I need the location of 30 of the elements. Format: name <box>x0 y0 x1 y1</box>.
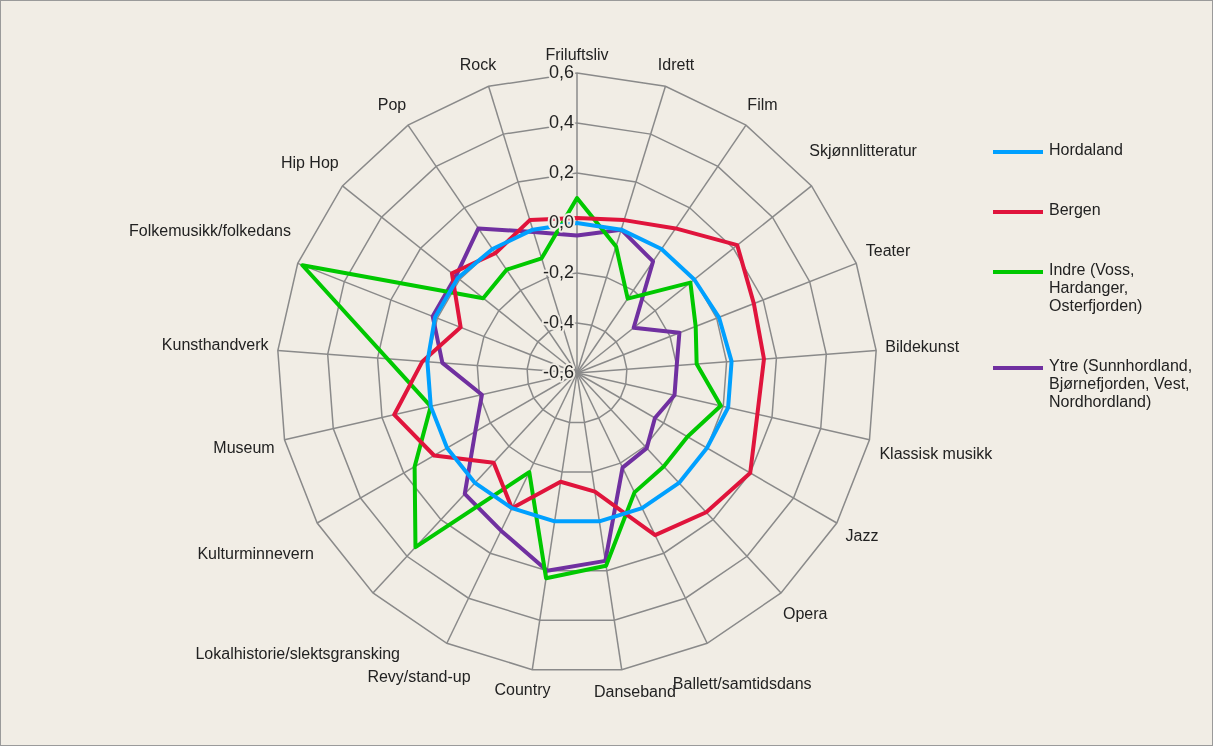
spoke-label: Rock <box>459 55 498 73</box>
spoke-label: Revy/stand-up <box>367 668 471 686</box>
spoke-label: Teater <box>865 242 911 260</box>
spoke-label: Idrett <box>657 55 695 73</box>
spoke-label: Kulturminnevern <box>197 544 314 562</box>
spoke-label: Hip Hop <box>280 153 339 171</box>
spoke-label: Opera <box>782 605 828 623</box>
y-tick-label: -0,4 <box>542 311 574 332</box>
spoke-label: Klassisk musikk <box>879 444 994 462</box>
spoke-label: Friluftsliv <box>545 46 609 64</box>
legend-label: Indre (Voss, Hardanger, Osterfjorden) <box>1049 261 1144 315</box>
spoke-label: Skjønnlitteratur <box>809 141 918 159</box>
spoke-label: Film <box>747 95 778 113</box>
legend-label: Ytre (Sunnhordland, Bjørnefjorden, Vest, Nordhordland) <box>1049 357 1194 411</box>
legend-label: Hordaland <box>1049 141 1123 159</box>
y-tick-label: 0,4 <box>548 111 574 132</box>
spoke-label: Bildekunst <box>885 337 960 355</box>
y-tick-label: 0,6 <box>548 61 574 82</box>
spoke-label: Museum <box>213 439 275 457</box>
y-tick-label: 0,2 <box>548 161 574 182</box>
y-tick-label: 0,0 <box>548 211 574 232</box>
legend-label: Bergen <box>1049 201 1101 219</box>
spoke-label: Kunsthandverk <box>161 336 270 354</box>
y-tick-label: -0,6 <box>542 361 574 382</box>
spoke-label: Jazz <box>845 526 879 544</box>
spoke-label: Country <box>494 680 551 698</box>
spoke-label: Pop <box>377 96 407 114</box>
spoke-label: Lokalhistorie/slektsgransking <box>195 645 400 663</box>
y-tick-label: -0,2 <box>542 261 574 282</box>
spoke-label: Folkemusikk/folkedans <box>129 222 291 240</box>
